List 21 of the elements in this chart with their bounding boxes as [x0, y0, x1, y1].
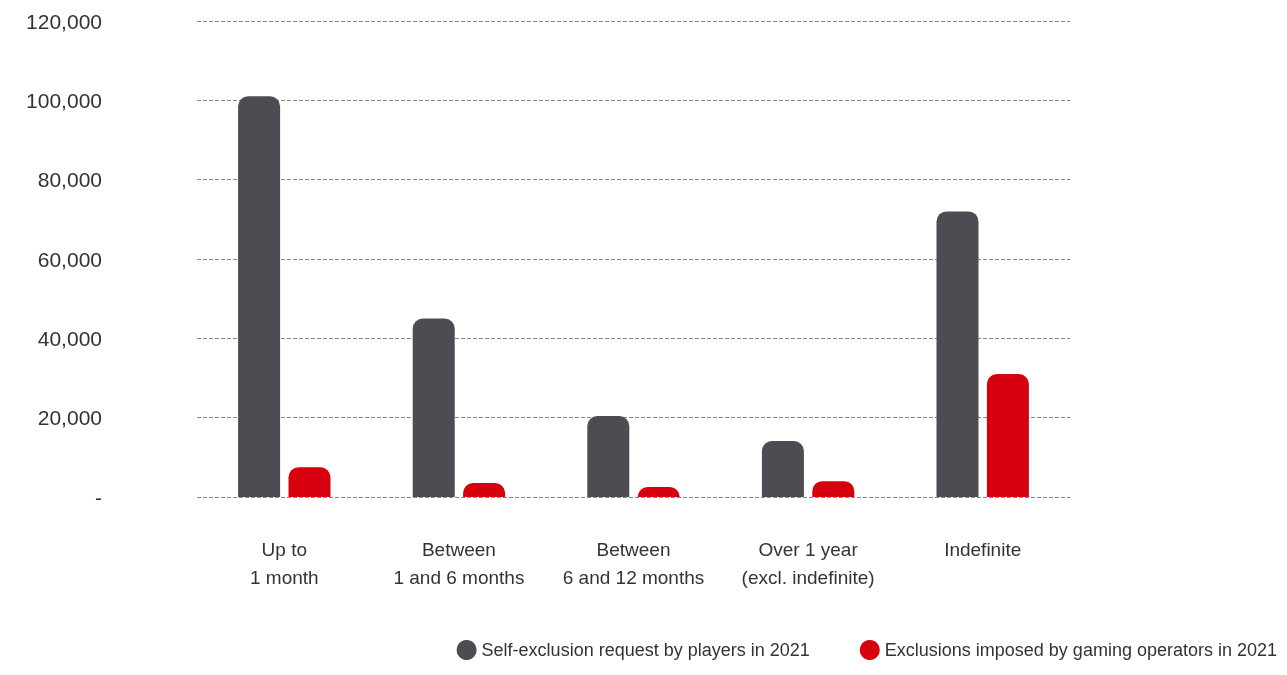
bar — [986, 374, 1029, 497]
y-tick-label: 20,000 — [37, 406, 102, 430]
x-tick-label: Up to 1 month — [249, 538, 319, 588]
bar — [288, 467, 331, 497]
x-tick-label: Over 1 year (excl. indefinite) — [741, 538, 875, 588]
y-tick-label: - — [95, 485, 102, 509]
y-tick-label: 100,000 — [26, 88, 102, 112]
x-tick-label: Indefinite — [944, 538, 1022, 560]
y-tick-label: 60,000 — [37, 247, 102, 271]
y-tick-label: 120,000 — [26, 9, 102, 33]
legend-label: Exclusions imposed by gaming operators in 2021 — [884, 640, 1278, 660]
bar — [412, 318, 455, 497]
y-tick-label: 40,000 — [37, 326, 102, 350]
y-tick-label: 80,000 — [37, 168, 102, 192]
bar — [587, 416, 630, 497]
x-tick-label: Between 1 and 6 months — [393, 538, 525, 588]
bar — [238, 96, 281, 497]
bar — [761, 441, 804, 497]
x-tick-label: Between 6 and 12 months — [562, 538, 705, 588]
bar — [936, 211, 979, 497]
legend-label: Self-exclusion request by players in 2021 — [481, 640, 810, 660]
